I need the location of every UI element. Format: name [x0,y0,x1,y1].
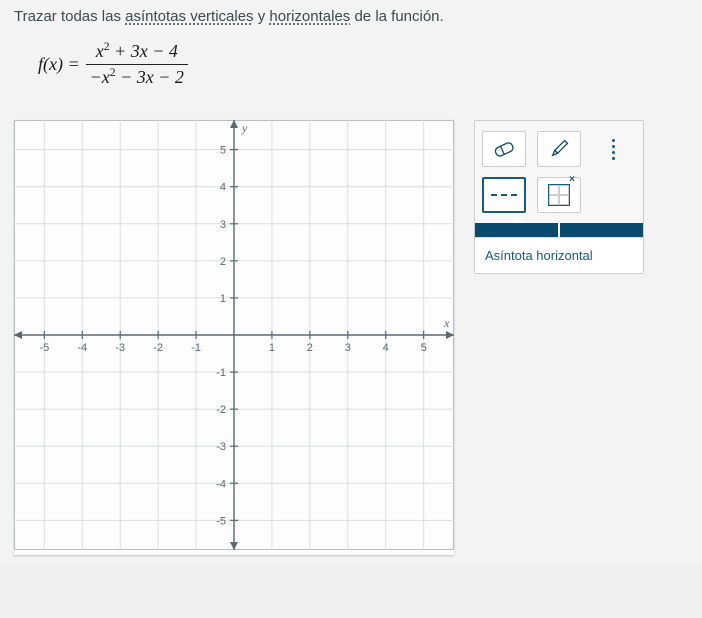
tool-tab-row [475,223,643,237]
svg-text:-4: -4 [216,479,226,491]
reset-grid-icon [548,184,570,206]
more-icon [612,139,615,160]
svg-text:3: 3 [345,342,351,354]
svg-text:x: x [443,316,450,330]
graph-canvas[interactable]: -5 -4 -3 -2 -1 1 2 3 4 5 -5 -4 -3 -2 -1 1 2 3 4 5 x y [14,120,454,555]
svg-text:1: 1 [220,293,226,305]
reset-grid-button[interactable] [537,177,581,213]
svg-text:-1: -1 [216,367,226,379]
svg-text:4: 4 [383,342,389,354]
svg-text:-2: -2 [216,405,226,417]
svg-text:-3: -3 [115,342,125,354]
svg-text:y: y [241,121,248,135]
tool-tooltip: Asíntota horizontal [475,237,643,273]
svg-text:-5: -5 [216,516,226,528]
formula-denominator: −x2 − 3x − 2 [86,65,188,90]
svg-text:-1: -1 [191,342,201,354]
eraser-icon [491,139,517,159]
tool-tab-1[interactable] [475,223,558,237]
formula-fraction: x2 + 3x − 4 −x2 − 3x − 2 [86,39,188,90]
svg-text:5: 5 [220,145,226,157]
tool-tab-2[interactable] [560,223,643,237]
horizontal-asymptote-icon [491,194,517,196]
function-formula: f(x) = x2 + 3x − 4 −x2 − 3x − 2 [38,39,688,90]
svg-text:2: 2 [307,342,313,354]
link-vertical-asymptotes[interactable]: asíntotas verticales [125,8,253,25]
svg-text:4: 4 [220,182,226,194]
svg-text:3: 3 [220,219,226,231]
svg-text:-3: -3 [216,442,226,454]
pencil-button[interactable] [537,131,581,167]
svg-text:5: 5 [421,342,427,354]
svg-text:1: 1 [269,342,275,354]
svg-text:-2: -2 [153,342,163,354]
instruction-text: Trazar todas las asíntotas verticales y … [14,8,688,25]
formula-lhs: f(x) = [38,54,80,75]
formula-numerator: x2 + 3x − 4 [92,39,182,64]
svg-text:-5: -5 [39,342,49,354]
svg-text:-4: -4 [77,342,87,354]
instruction-prefix: Trazar todas las [14,8,125,25]
eraser-button[interactable] [482,131,526,167]
more-button[interactable] [592,131,636,167]
link-horizontal-asymptotes[interactable]: horizontales [269,8,350,25]
horizontal-asymptote-button[interactable] [482,177,526,213]
tool-panel: Asíntota horizontal [474,120,644,274]
svg-text:2: 2 [220,256,226,268]
pencil-icon [547,137,571,161]
